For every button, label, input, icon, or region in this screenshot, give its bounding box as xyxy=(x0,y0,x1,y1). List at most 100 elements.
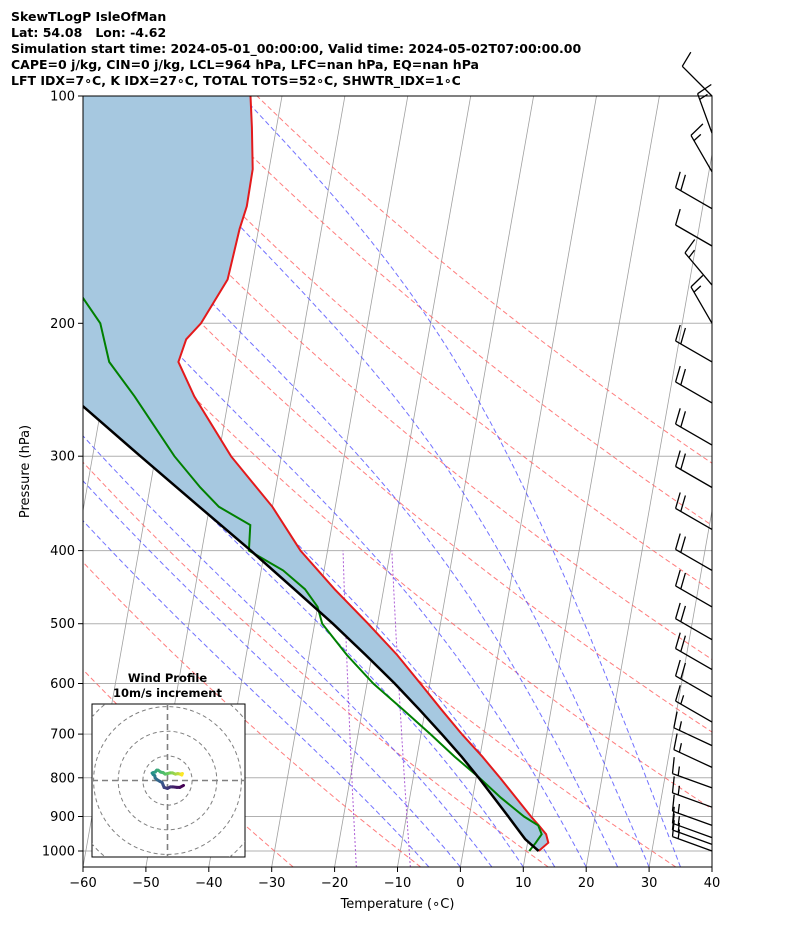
wind-barb xyxy=(690,274,713,324)
mixing-ratio-line xyxy=(391,550,411,867)
dry-adiabat xyxy=(191,96,712,526)
indices-line-1: CAPE=0 j/kg, CIN=0 j/kg, LCL=964 hPa, LF… xyxy=(11,57,479,72)
indices-line-2: LFT IDX=7∘C, K IDX=27∘C, TOTAL TOTS=52∘C… xyxy=(11,73,461,88)
y-tick-label: 700 xyxy=(50,728,75,743)
barb-flag xyxy=(681,51,692,67)
parcel-line xyxy=(83,404,540,852)
moist-adiabat xyxy=(83,250,587,867)
y-tick-label: 900 xyxy=(50,810,75,825)
moist-adiabat xyxy=(83,519,430,867)
barb-flag xyxy=(674,632,681,649)
barb-flag xyxy=(680,635,687,652)
barb-half-flag xyxy=(693,285,702,293)
barb-flag xyxy=(680,605,687,622)
wind-barb xyxy=(674,659,713,698)
y-tick-label: 600 xyxy=(50,677,75,692)
barb-flag xyxy=(674,659,681,677)
moist-adiabat xyxy=(83,383,524,867)
barb-staff xyxy=(675,187,713,210)
x-tick-label: −40 xyxy=(195,876,222,891)
moist-adiabat xyxy=(83,323,556,867)
barb-staff xyxy=(675,675,713,698)
dry-adiabat xyxy=(126,96,712,592)
barb-staff xyxy=(672,822,713,839)
barb-half-flag xyxy=(677,822,681,833)
x-tick-label: 0 xyxy=(456,876,464,891)
barb-flag xyxy=(674,208,681,226)
barb-flag xyxy=(680,327,687,345)
hodograph-title: Wind Profile xyxy=(128,671,208,685)
dry-adiabat xyxy=(83,280,712,810)
wind-barb xyxy=(673,711,713,747)
barb-staff xyxy=(690,135,713,173)
barb-staff xyxy=(675,381,713,404)
barb-flag xyxy=(680,495,687,512)
x-axis-label: Temperature (∘C) xyxy=(340,897,455,912)
wind-barb xyxy=(671,794,713,827)
barb-staff xyxy=(681,65,713,97)
wind-barb xyxy=(671,757,713,789)
temperature-line xyxy=(177,96,550,852)
moist-adiabat xyxy=(83,435,493,867)
barb-half-flag xyxy=(678,721,683,731)
barb-half-flag xyxy=(678,743,683,753)
barb-flag xyxy=(680,662,687,680)
barb-half-flag xyxy=(677,816,681,826)
barb-half-flag xyxy=(677,829,681,839)
barb-flag xyxy=(680,174,687,191)
y-tick-label: 500 xyxy=(50,617,75,632)
barb-flag xyxy=(673,733,678,750)
barb-staff xyxy=(672,829,713,846)
barb-flag xyxy=(674,602,681,619)
isotherm-line xyxy=(648,508,712,867)
barb-half-flag xyxy=(680,695,685,705)
wind-barb xyxy=(671,813,713,846)
x-tick-label: −30 xyxy=(258,876,285,891)
location-line: Lat: 54.08 Lon: -4.62 xyxy=(11,25,167,40)
wind-barb xyxy=(684,239,713,286)
wind-barbs xyxy=(671,51,713,852)
barb-staff xyxy=(672,772,713,789)
y-tick-label: 100 xyxy=(50,90,75,105)
barb-half-flag xyxy=(693,133,702,142)
y-tick-label: 300 xyxy=(50,450,75,465)
barb-half-flag xyxy=(699,93,708,100)
wind-barb xyxy=(674,450,713,489)
barb-flag xyxy=(674,685,681,702)
barb-staff xyxy=(690,286,713,324)
barb-flag xyxy=(674,569,681,587)
barb-flag xyxy=(671,776,675,793)
mixing-ratio-line xyxy=(342,550,357,867)
barb-staff xyxy=(673,727,713,747)
wind-barb xyxy=(671,776,713,808)
barb-staff xyxy=(675,548,713,571)
wind-barb xyxy=(674,171,713,210)
barb-flag xyxy=(680,572,687,590)
hodograph-plot xyxy=(92,704,245,857)
x-tick-label: −60 xyxy=(69,876,96,891)
isotherm-line xyxy=(460,96,597,867)
x-tick-label: −20 xyxy=(321,876,348,891)
barb-half-flag xyxy=(677,766,681,776)
wind-barb xyxy=(674,365,713,404)
barb-staff xyxy=(673,749,713,768)
barb-half-flag xyxy=(677,785,681,795)
barb-staff xyxy=(675,507,713,530)
barb-staff xyxy=(675,700,713,723)
wind-barb xyxy=(671,820,713,852)
x-tick-label: −50 xyxy=(132,876,159,891)
dry-adiabat xyxy=(83,461,549,867)
barb-flag xyxy=(690,123,704,136)
dry-adiabat xyxy=(83,120,712,661)
barb-flag xyxy=(674,450,681,467)
barb-staff xyxy=(675,423,713,446)
wind-barb xyxy=(671,806,713,839)
barb-flag xyxy=(671,820,675,837)
x-tick-label: 30 xyxy=(641,876,658,891)
barb-flag xyxy=(671,813,675,831)
barb-staff xyxy=(672,810,713,827)
barb-half-flag xyxy=(688,249,696,258)
x-tick-label: −10 xyxy=(384,876,411,891)
